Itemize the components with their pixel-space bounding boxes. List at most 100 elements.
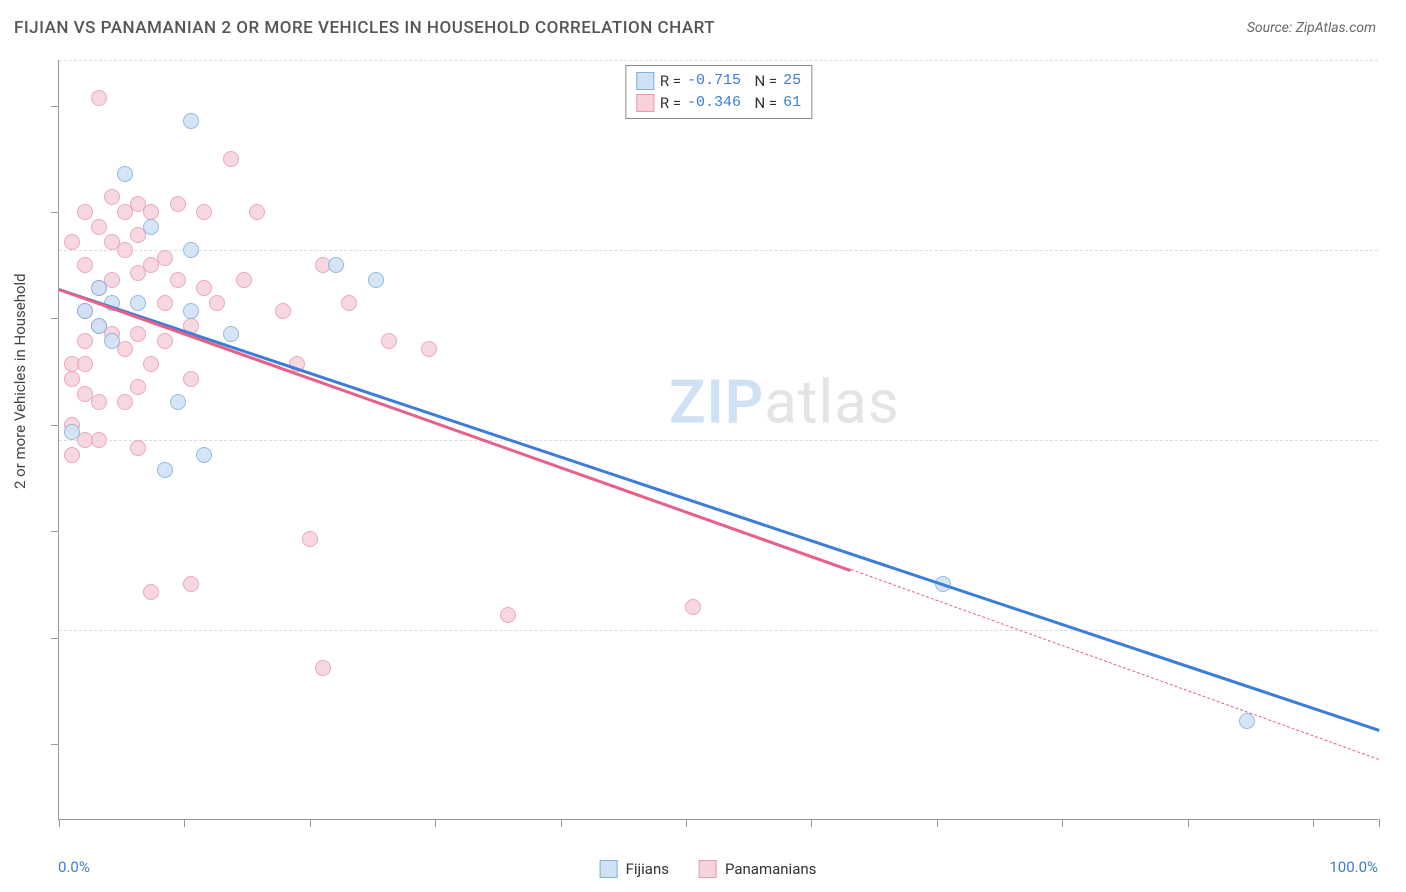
- data-point: [77, 204, 93, 220]
- y-tick-label: 100.0%: [1388, 51, 1406, 69]
- data-point: [64, 234, 80, 250]
- y-tick: [51, 425, 59, 426]
- y-tick: [51, 744, 59, 745]
- gridline: [59, 60, 1378, 61]
- y-tick: [51, 106, 59, 107]
- data-point: [1239, 713, 1255, 729]
- data-point: [130, 295, 146, 311]
- y-axis-label: 2 or more Vehicles in Household: [11, 273, 29, 489]
- data-point: [183, 242, 199, 258]
- data-point: [183, 113, 199, 129]
- y-tick: [51, 531, 59, 532]
- data-point: [223, 151, 239, 167]
- data-point: [64, 447, 80, 463]
- x-tick: [59, 819, 60, 827]
- data-point: [91, 280, 107, 296]
- data-point: [500, 607, 516, 623]
- x-tick: [1062, 819, 1063, 827]
- correlation-legend: R = -0.715 N = 25 R = -0.346 N = 61: [625, 65, 812, 119]
- data-point: [183, 303, 199, 319]
- data-point: [91, 432, 107, 448]
- data-point: [421, 341, 437, 357]
- data-point: [143, 219, 159, 235]
- legend-item-panamanians: Panamanians: [699, 860, 816, 878]
- x-tick: [1313, 819, 1314, 827]
- data-point: [117, 242, 133, 258]
- y-tick-label: 50.0%: [1388, 431, 1406, 449]
- data-point: [91, 394, 107, 410]
- chart-header: FIJIAN VS PANAMANIAN 2 OR MORE VEHICLES …: [0, 0, 1406, 48]
- data-point: [249, 204, 265, 220]
- gridline: [59, 440, 1378, 441]
- legend-item-fijians: Fijians: [600, 860, 669, 878]
- data-point: [209, 295, 225, 311]
- legend-row-fijians: R = -0.715 N = 25: [636, 70, 801, 92]
- swatch-panamanians: [636, 94, 654, 112]
- data-point: [117, 166, 133, 182]
- data-point: [77, 257, 93, 273]
- data-point: [130, 326, 146, 342]
- watermark: ZIPatlas: [669, 366, 900, 437]
- data-point: [91, 318, 107, 334]
- data-point: [104, 333, 120, 349]
- data-point: [77, 333, 93, 349]
- data-point: [183, 576, 199, 592]
- swatch-fijians: [636, 72, 654, 90]
- data-point: [157, 462, 173, 478]
- data-point: [77, 303, 93, 319]
- data-point: [143, 584, 159, 600]
- y-tick: [51, 212, 59, 213]
- x-tick: [184, 819, 185, 827]
- swatch-fijians-icon: [600, 860, 618, 878]
- y-tick: [51, 318, 59, 319]
- data-point: [143, 356, 159, 372]
- data-point: [368, 272, 384, 288]
- legend-row-panamanians: R = -0.346 N = 61: [636, 92, 801, 114]
- data-point: [183, 371, 199, 387]
- data-point: [685, 599, 701, 615]
- data-point: [170, 196, 186, 212]
- data-point: [328, 257, 344, 273]
- data-point: [143, 204, 159, 220]
- data-point: [170, 272, 186, 288]
- data-point: [196, 204, 212, 220]
- data-point: [157, 333, 173, 349]
- trend-line: [59, 288, 852, 572]
- data-point: [91, 90, 107, 106]
- x-tick: [435, 819, 436, 827]
- x-max-label: 100.0%: [1329, 858, 1378, 876]
- gridline: [59, 630, 1378, 631]
- y-tick-label: 25.0%: [1388, 621, 1406, 639]
- data-point: [157, 295, 173, 311]
- x-min-label: 0.0%: [58, 858, 90, 876]
- data-point: [130, 440, 146, 456]
- trend-line: [851, 569, 1379, 760]
- gridline: [59, 250, 1378, 251]
- x-tick: [1379, 819, 1380, 827]
- chart-title: FIJIAN VS PANAMANIAN 2 OR MORE VEHICLES …: [14, 18, 715, 38]
- data-point: [223, 326, 239, 342]
- x-tick: [1188, 819, 1189, 827]
- data-point: [236, 272, 252, 288]
- data-point: [91, 219, 107, 235]
- data-point: [315, 660, 331, 676]
- data-point: [157, 250, 173, 266]
- data-point: [302, 531, 318, 547]
- plot-area: ZIPatlas R = -0.715 N = 25 R = -0.346 N …: [58, 60, 1378, 820]
- data-point: [64, 424, 80, 440]
- x-tick: [811, 819, 812, 827]
- swatch-panamanians-icon: [699, 860, 717, 878]
- trend-line: [59, 288, 1380, 731]
- x-tick: [561, 819, 562, 827]
- data-point: [381, 333, 397, 349]
- x-tick: [686, 819, 687, 827]
- data-point: [130, 379, 146, 395]
- source-attribution: Source: ZipAtlas.com: [1247, 20, 1376, 36]
- data-point: [341, 295, 357, 311]
- data-point: [104, 189, 120, 205]
- data-point: [170, 394, 186, 410]
- x-tick: [937, 819, 938, 827]
- x-tick: [310, 819, 311, 827]
- data-point: [275, 303, 291, 319]
- data-point: [64, 371, 80, 387]
